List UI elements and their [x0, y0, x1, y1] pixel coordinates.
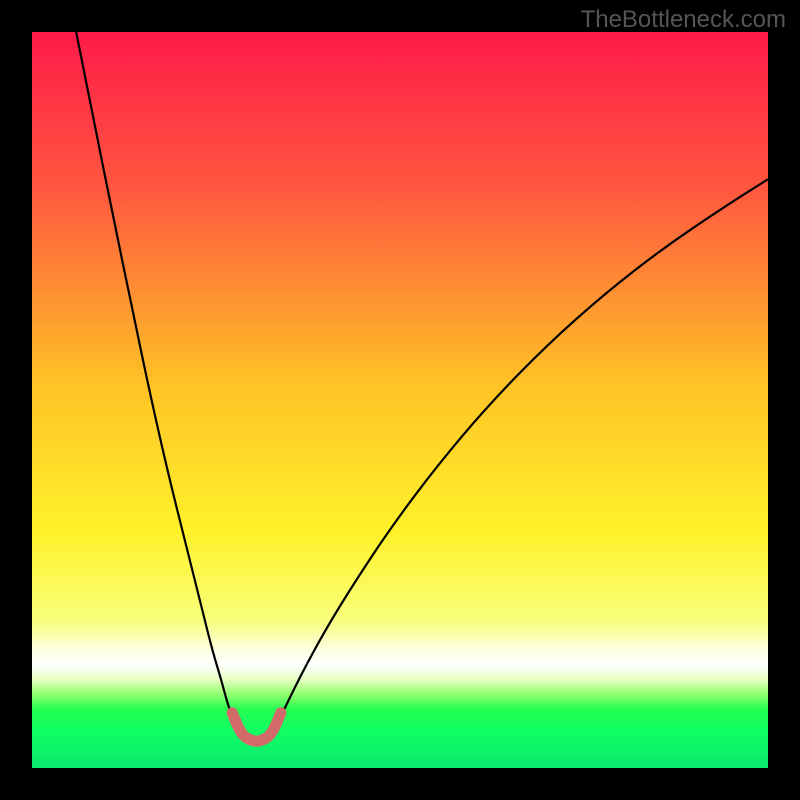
bottleneck-plot	[32, 32, 768, 768]
chart-canvas: TheBottleneck.com	[0, 0, 800, 800]
gradient-background	[32, 32, 768, 768]
watermark-text: TheBottleneck.com	[581, 6, 786, 34]
plot-svg	[32, 32, 768, 768]
